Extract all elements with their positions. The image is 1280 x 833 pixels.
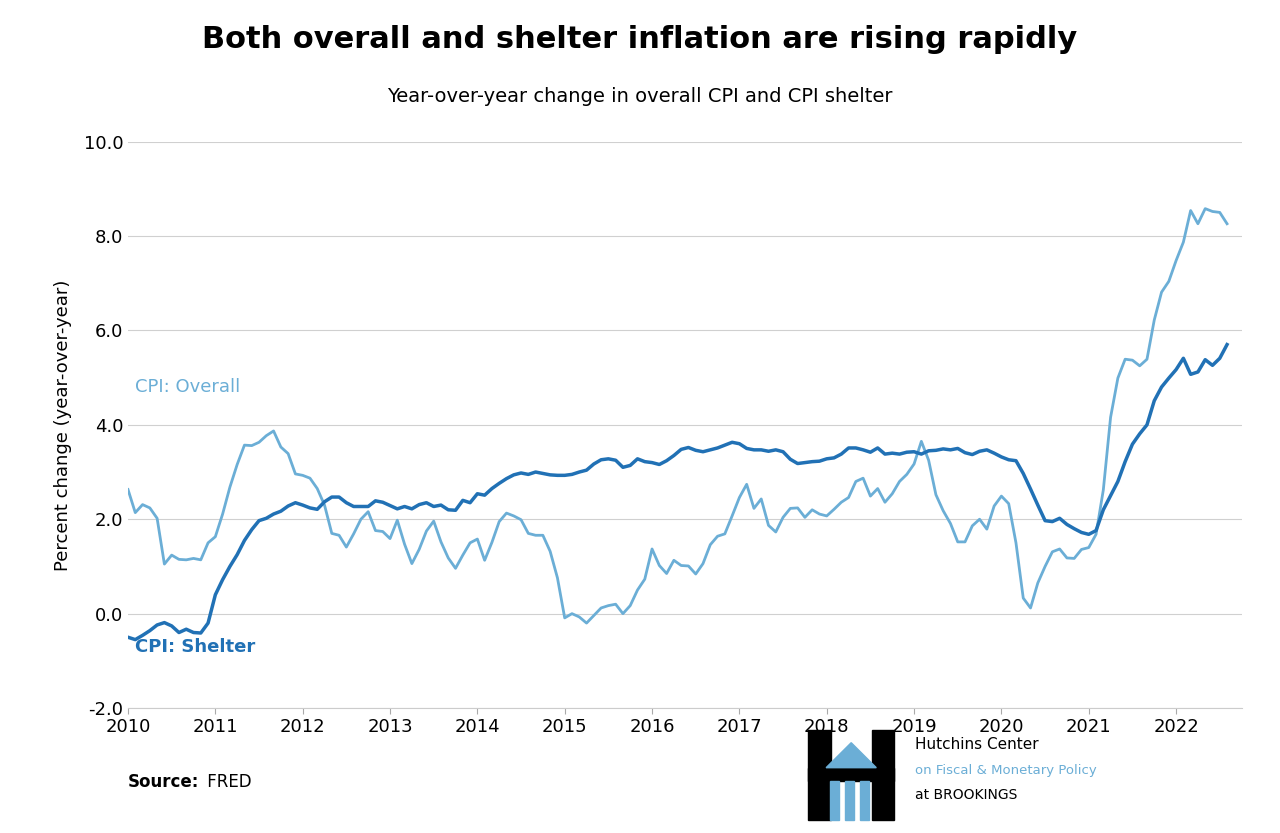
Text: on Fiscal & Monetary Policy: on Fiscal & Monetary Policy xyxy=(915,764,1097,777)
Text: FRED: FRED xyxy=(202,773,252,791)
Polygon shape xyxy=(826,743,877,768)
Text: CPI: Shelter: CPI: Shelter xyxy=(134,638,255,656)
Text: Source:: Source: xyxy=(128,773,200,791)
Bar xyxy=(845,781,854,820)
Bar xyxy=(808,768,895,781)
Bar xyxy=(872,730,895,820)
Text: Hutchins Center: Hutchins Center xyxy=(915,737,1039,752)
Text: CPI: Overall: CPI: Overall xyxy=(134,378,241,396)
Bar xyxy=(860,781,869,820)
Text: Year-over-year change in overall CPI and CPI shelter: Year-over-year change in overall CPI and… xyxy=(388,87,892,107)
Text: Both overall and shelter inflation are rising rapidly: Both overall and shelter inflation are r… xyxy=(202,25,1078,54)
Bar xyxy=(829,781,838,820)
Bar xyxy=(808,730,831,820)
Text: at BROOKINGS: at BROOKINGS xyxy=(915,788,1018,802)
Y-axis label: Percent change (year-over-year): Percent change (year-over-year) xyxy=(55,279,73,571)
